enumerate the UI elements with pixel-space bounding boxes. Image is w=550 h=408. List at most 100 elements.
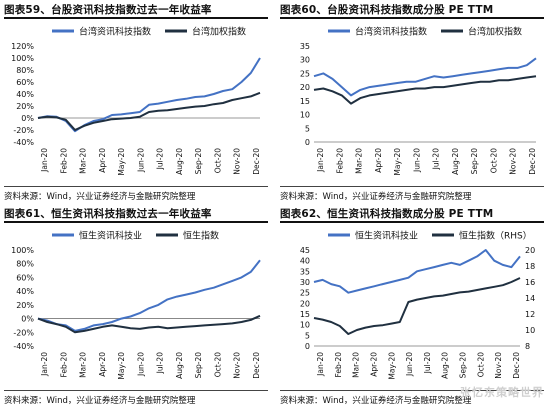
y-tick-label: 40% bbox=[16, 90, 34, 99]
chart-panel-59: 图表59、台股资讯科技指数过去一年收益率 台湾资讯科技指数 台湾加权指数 -40% -… bbox=[4, 0, 272, 204]
series-line bbox=[313, 277, 521, 335]
y-tick-label: 0% bbox=[21, 315, 34, 324]
title-rule bbox=[4, 17, 268, 19]
y-tick-label: 100% bbox=[11, 246, 34, 255]
x-tick-label: Dec-20 bbox=[252, 352, 261, 379]
y-tick-label: 25 bbox=[300, 69, 310, 78]
y-tick-label: 25 bbox=[300, 289, 310, 298]
chart-source: 资料来源：Wind，兴业证券经济与金融研究院整理 bbox=[280, 192, 472, 202]
x-tick-label: Feb-20 bbox=[334, 352, 343, 378]
y2-tick-label: 20 bbox=[525, 246, 535, 255]
y-tick-label: 35 bbox=[300, 42, 310, 51]
y-tick-label: 100% bbox=[11, 54, 34, 63]
y-tick-label: 40 bbox=[300, 257, 310, 266]
y-tick-label: 5 bbox=[305, 124, 310, 133]
x-tick-label: Dec-20 bbox=[528, 148, 537, 175]
y-tick-label: 35 bbox=[300, 267, 310, 276]
x-tick-label: Mar-20 bbox=[79, 148, 88, 174]
x-tick-label: Mar-20 bbox=[355, 148, 364, 174]
chart-panel-62: 图表62、恒生资讯科技指数成分股 PE TTM 恒生资讯科技业 恒生指数（RHS）… bbox=[280, 204, 548, 408]
x-tick-label: Feb-20 bbox=[59, 352, 68, 378]
x-tick-label: Sep-20 bbox=[194, 352, 203, 379]
x-tick-label: Jul-20 bbox=[423, 352, 432, 375]
y-tick-label: 0 bbox=[305, 342, 310, 351]
x-tick-label: Aug-20 bbox=[175, 148, 184, 175]
x-tick-label: Oct-20 bbox=[213, 352, 222, 377]
x-tick-label: Jan-20 bbox=[40, 352, 49, 377]
chart-title: 图表62、恒生资讯科技指数成分股 PE TTM bbox=[280, 208, 494, 220]
source-rule bbox=[4, 186, 268, 187]
legend-label: 恒生指数（RHS） bbox=[459, 230, 532, 242]
x-tick-label: Jun-20 bbox=[136, 148, 145, 173]
series-line bbox=[313, 57, 537, 97]
x-tick-label: Sep-20 bbox=[459, 352, 468, 379]
legend-label: 恒生资讯科技业 bbox=[79, 230, 142, 242]
x-tick-label: Sep-20 bbox=[194, 148, 203, 175]
legend-label: 台湾加权指数 bbox=[192, 26, 246, 38]
x-tick-label: Mar-20 bbox=[79, 352, 88, 378]
x-tick-label: Apr-20 bbox=[374, 148, 383, 173]
x-tick-label: Jun-20 bbox=[136, 352, 145, 377]
series-line bbox=[313, 75, 537, 105]
y-tick-label: 10 bbox=[300, 321, 310, 330]
x-tick-label: Jul-20 bbox=[432, 148, 441, 171]
y2-tick-label: 14 bbox=[525, 294, 535, 303]
title-rule bbox=[4, 221, 268, 223]
chart-panel-61: 图表61、恒生资讯科技指数过去一年收益率 恒生资讯科技业 恒生指数 -40% -20%… bbox=[4, 204, 272, 408]
legend-label: 台湾加权指数 bbox=[468, 26, 522, 38]
x-tick-label: Feb-20 bbox=[59, 148, 68, 174]
y-tick-label: 40% bbox=[16, 287, 34, 296]
x-tick-label: May-20 bbox=[117, 352, 126, 380]
y-tick-label: -20% bbox=[13, 126, 34, 135]
legend-label: 台湾资讯科技指数 bbox=[355, 26, 427, 38]
line-chart: 台湾资讯科技指数 台湾加权指数 0 5 10 15 20 25 30 35 Jan-20 Feb-20… bbox=[300, 26, 537, 176]
series-line bbox=[37, 314, 261, 334]
legend-label: 恒生资讯科技业 bbox=[355, 230, 418, 242]
y2-tick-label: 16 bbox=[525, 278, 535, 287]
source-rule bbox=[280, 390, 544, 391]
y-tick-label: 0% bbox=[21, 114, 34, 123]
source-rule bbox=[280, 186, 544, 187]
chart-panel-60: 图表60、台股资讯科技指数成分股 PE TTM 台湾资讯科技指数 台湾加权指数 0 5… bbox=[280, 0, 548, 204]
chart-title: 图表60、台股资讯科技指数成分股 PE TTM bbox=[280, 4, 494, 16]
chart-title: 图表59、台股资讯科技指数过去一年收益率 bbox=[4, 4, 212, 16]
line-chart: 恒生资讯科技业 恒生指数（RHS）051015202530354045810121… bbox=[300, 230, 535, 380]
series-line bbox=[37, 91, 261, 131]
y-tick-label: 20 bbox=[300, 299, 310, 308]
x-tick-label: Apr-20 bbox=[98, 352, 107, 377]
x-tick-label: Dec-20 bbox=[512, 352, 521, 379]
x-tick-label: Dec-20 bbox=[252, 148, 261, 175]
y-tick-label: 45 bbox=[300, 246, 310, 255]
title-rule bbox=[280, 221, 544, 223]
y-tick-label: 30 bbox=[300, 56, 310, 65]
title-rule bbox=[280, 17, 544, 19]
source-rule bbox=[4, 390, 268, 391]
line-chart: 恒生资讯科技业 恒生指数 -40% -20% 0% 20% 40% 60% 80% 100% Jan… bbox=[11, 230, 261, 380]
x-tick-label: Nov-20 bbox=[233, 148, 242, 175]
x-tick-label: Jan-20 bbox=[316, 352, 325, 377]
y-tick-label: 20% bbox=[16, 102, 34, 111]
y-tick-label: 80% bbox=[16, 260, 34, 269]
y-tick-label: 80% bbox=[16, 66, 34, 75]
y-tick-label: -20% bbox=[13, 328, 34, 337]
x-tick-label: Jan-20 bbox=[316, 148, 325, 173]
x-tick-label: Jul-20 bbox=[156, 148, 165, 171]
x-tick-label: Mar-20 bbox=[352, 352, 361, 378]
y-tick-label: -40% bbox=[13, 138, 34, 147]
x-tick-label: Apr-20 bbox=[98, 148, 107, 173]
x-tick-label: Nov-20 bbox=[494, 352, 503, 379]
y-tick-label: 30 bbox=[300, 278, 310, 287]
x-tick-label: Aug-20 bbox=[175, 352, 184, 379]
y-tick-label: 10 bbox=[300, 111, 310, 120]
x-tick-label: Oct-20 bbox=[476, 352, 485, 377]
legend-label: 恒生指数 bbox=[183, 230, 219, 242]
x-tick-label: Jun-20 bbox=[405, 352, 414, 377]
y2-tick-label: 8 bbox=[525, 342, 530, 351]
x-tick-label: May-20 bbox=[117, 148, 126, 176]
y2-tick-label: 18 bbox=[525, 262, 535, 271]
x-tick-label: Nov-20 bbox=[233, 352, 242, 379]
chart-source: 资料来源：Wind，兴业证券经济与金融研究院整理 bbox=[4, 192, 196, 202]
x-tick-label: Aug-20 bbox=[441, 352, 450, 379]
x-tick-label: Aug-20 bbox=[451, 148, 460, 175]
watermark-text: 张忆东策略世界 bbox=[460, 386, 544, 399]
